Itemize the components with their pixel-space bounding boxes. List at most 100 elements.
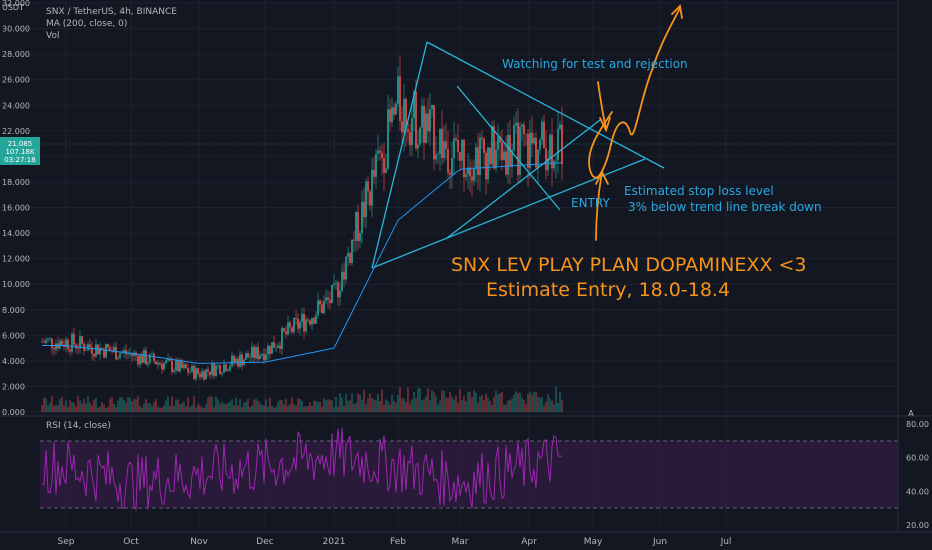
volume-bar bbox=[457, 402, 459, 412]
candle-body bbox=[343, 271, 345, 280]
candle-body bbox=[553, 160, 555, 169]
candle-body bbox=[219, 365, 221, 375]
volume-bar bbox=[379, 401, 381, 412]
volume-bar bbox=[441, 390, 443, 412]
candle-body bbox=[157, 362, 159, 365]
candle-body bbox=[501, 142, 503, 160]
candle-body bbox=[195, 368, 197, 379]
candle-body bbox=[531, 132, 533, 144]
candle-body bbox=[121, 352, 123, 354]
volume-bar bbox=[475, 392, 477, 412]
candle-body bbox=[235, 358, 237, 363]
volume-bar bbox=[367, 398, 369, 412]
candle-body bbox=[463, 139, 465, 178]
candle-body bbox=[483, 139, 485, 153]
candle-body bbox=[311, 318, 313, 325]
candle-body bbox=[407, 128, 409, 133]
volume-bar bbox=[161, 407, 163, 412]
volume-bar bbox=[431, 390, 433, 412]
candle-body bbox=[169, 358, 171, 361]
volume-bar bbox=[401, 398, 403, 412]
auto-scale-button[interactable]: A bbox=[908, 409, 914, 418]
candle-body bbox=[405, 99, 407, 129]
volume-bar bbox=[517, 392, 519, 412]
candle-body bbox=[47, 338, 49, 340]
volume-bar bbox=[191, 405, 193, 412]
candle-body bbox=[95, 344, 97, 357]
volume-bar bbox=[235, 397, 237, 412]
symbol-title[interactable]: SNX / TetherUS, 4h, BINANCE bbox=[46, 7, 177, 17]
candle-body bbox=[151, 353, 153, 355]
candle-body bbox=[325, 297, 327, 302]
candle-body bbox=[101, 347, 103, 349]
volume-bar bbox=[97, 407, 99, 412]
candle-body bbox=[281, 327, 283, 349]
candle-body bbox=[377, 150, 379, 154]
volume-bar bbox=[245, 402, 247, 412]
price-badge-box bbox=[0, 137, 40, 165]
volume-bar bbox=[353, 403, 355, 412]
annotation-plan-entry: Estimate Entry, 18.0-18.4 bbox=[486, 279, 730, 301]
volume-bar bbox=[145, 399, 147, 412]
volume-bar bbox=[385, 399, 387, 412]
volume-bar bbox=[351, 393, 353, 412]
ma-legend[interactable]: MA (200, close, 0) bbox=[46, 19, 128, 29]
volume-bar bbox=[423, 399, 425, 412]
candle-body bbox=[59, 340, 61, 349]
volume-bar bbox=[153, 401, 155, 412]
candle-body bbox=[259, 355, 261, 360]
candle-body bbox=[537, 149, 539, 168]
volume-bar bbox=[291, 396, 293, 412]
candle-body bbox=[351, 239, 353, 263]
volume-bar bbox=[559, 392, 561, 412]
candle-body bbox=[427, 113, 429, 132]
rsi-legend[interactable]: RSI (14, close) bbox=[46, 421, 111, 431]
volume-bar bbox=[519, 392, 521, 412]
candle-body bbox=[493, 126, 495, 169]
volume-bar bbox=[463, 395, 465, 412]
volume-bar bbox=[201, 406, 203, 412]
annotation-entry: ENTRY bbox=[571, 196, 610, 210]
candle-body bbox=[561, 124, 563, 165]
candle-body bbox=[65, 339, 67, 348]
projection-arrowhead-down bbox=[599, 117, 611, 133]
vol-legend[interactable]: Vol bbox=[46, 31, 60, 41]
volume-bar bbox=[317, 401, 319, 412]
candle-body bbox=[183, 364, 185, 368]
candle-body bbox=[45, 339, 47, 343]
time-tick-label: 2021 bbox=[323, 537, 346, 547]
candle-body bbox=[441, 128, 443, 159]
volume-bar bbox=[527, 394, 529, 412]
volume-bar bbox=[225, 404, 227, 412]
volume-bar bbox=[429, 400, 431, 412]
candle-body bbox=[261, 353, 263, 356]
volume-bar bbox=[325, 400, 327, 412]
candle-body bbox=[155, 361, 157, 365]
candle-body bbox=[363, 201, 365, 218]
volume-bar bbox=[299, 398, 301, 412]
candle-body bbox=[409, 132, 411, 146]
volume-bar bbox=[267, 406, 269, 412]
candle-body bbox=[149, 354, 151, 363]
volume-bar bbox=[343, 405, 345, 412]
candle-body bbox=[437, 154, 439, 155]
volume-bar bbox=[149, 402, 151, 412]
candle-body bbox=[299, 321, 301, 329]
volume-bar bbox=[287, 405, 289, 412]
candle-body bbox=[117, 357, 119, 360]
volume-bar bbox=[73, 402, 75, 412]
candle-body bbox=[421, 105, 423, 128]
candle-body bbox=[447, 148, 449, 173]
volume-bar bbox=[43, 397, 45, 412]
volume-bar bbox=[315, 400, 317, 412]
volume-bar bbox=[213, 407, 215, 412]
candle-body bbox=[173, 370, 175, 372]
volume-bar bbox=[59, 398, 61, 412]
volume-bar bbox=[391, 394, 393, 412]
rsi-line bbox=[41, 427, 563, 512]
time-tick-label: Feb bbox=[390, 537, 406, 547]
price-tick-label: 22.000 bbox=[2, 127, 30, 136]
candle-body bbox=[269, 345, 271, 354]
